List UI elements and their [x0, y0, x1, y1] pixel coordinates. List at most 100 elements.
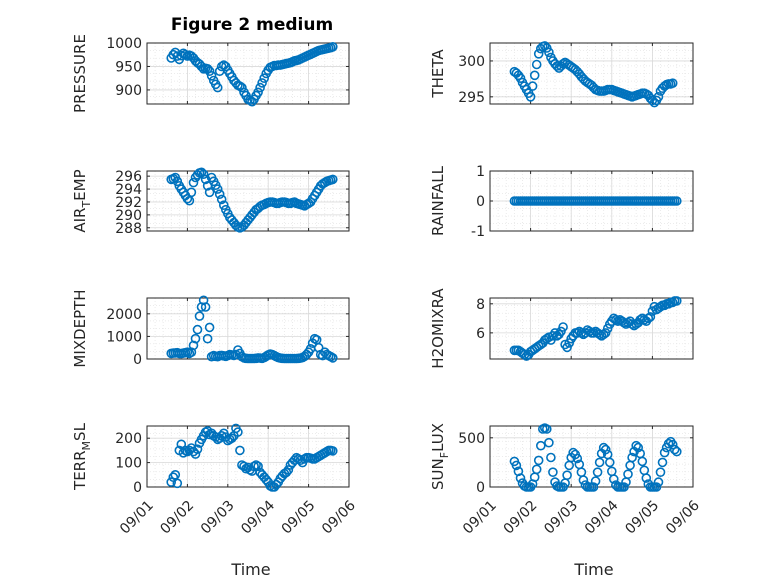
data-point [653, 92, 664, 102]
y-tick-label: 950 [115, 59, 142, 75]
y-tick-label: 500 [458, 431, 485, 447]
data-point [667, 297, 678, 308]
data-point [562, 470, 572, 481]
x-tick-label: 09/01 [117, 498, 157, 538]
data-point [588, 328, 599, 338]
data-point [598, 442, 609, 453]
data-point [190, 449, 201, 459]
x-axis-label-right: Time [573, 560, 613, 579]
y-axis-label: AIRTEMP [71, 169, 93, 232]
data-point [235, 445, 245, 456]
data-point [613, 316, 623, 327]
data-point [631, 440, 642, 451]
data-point [525, 92, 536, 102]
y-tick-label: 8 [476, 297, 485, 313]
x-tick-label: 09/06 [319, 498, 359, 538]
data-point [180, 49, 191, 60]
figure-title: Figure 2 medium [171, 15, 333, 35]
data-point [544, 47, 554, 58]
data-point [166, 477, 176, 487]
data-point [643, 313, 654, 324]
data-series [166, 167, 338, 233]
data-point [578, 475, 589, 485]
x-axis-label-left: Time [230, 560, 270, 579]
data-point [327, 446, 338, 456]
y-tick-label: 900 [115, 83, 142, 99]
y-tick-label: 288 [115, 221, 142, 237]
data-point [214, 189, 225, 199]
data-point [192, 444, 203, 455]
y-tick-label: 0 [133, 352, 142, 368]
data-point [633, 442, 644, 453]
y-tick-label: 296 [115, 169, 142, 185]
data-series [166, 41, 338, 107]
x-tick-label: 09/05 [279, 498, 319, 538]
data-point [178, 447, 189, 458]
data-point [212, 184, 223, 194]
data-point [533, 455, 544, 466]
y-axis-label: H2OMIXRA [429, 288, 447, 369]
data-point [233, 427, 243, 437]
y-tick-label: 290 [115, 208, 142, 224]
data-point [623, 469, 633, 480]
data-point [295, 455, 306, 466]
data-series [509, 296, 682, 361]
axes-box [489, 297, 694, 360]
y-axis-label: MIXDEPTH [71, 289, 89, 367]
subplot-mixdepth: 0 1000 2000 MIXDEPTH [71, 289, 350, 368]
data-point [188, 340, 199, 351]
data-point [515, 473, 526, 483]
minor-grid [489, 298, 694, 359]
data-point [627, 452, 637, 463]
data-point [659, 447, 670, 458]
x-tick-label: 09/05 [622, 498, 662, 538]
x-tick-label: 09/02 [501, 498, 541, 538]
data-point [558, 322, 568, 332]
data-point [194, 311, 205, 321]
data-point [608, 474, 619, 484]
data-point [527, 81, 538, 91]
data-point [667, 439, 678, 450]
data-point [188, 177, 199, 188]
data-point [237, 82, 247, 93]
data-point [253, 87, 263, 98]
data-point [627, 319, 637, 329]
data-point [186, 187, 197, 198]
data-point [281, 467, 292, 478]
y-tick-label: 1 [476, 164, 485, 180]
x-tick-label: 09/06 [663, 498, 703, 538]
data-point [590, 476, 601, 486]
y-tick-label: -1 [471, 224, 485, 240]
data-point [546, 452, 556, 463]
y-tick-label: 0 [476, 480, 485, 496]
data-point [592, 467, 603, 478]
y-axis-label: SUNFLUX [429, 423, 451, 490]
data-series [509, 196, 682, 206]
data-point [212, 82, 223, 93]
subplot-pressure: 900 950 1000 PRESSURE [71, 34, 350, 113]
y-tick-label: 292 [115, 195, 142, 211]
data-point [611, 314, 621, 325]
subplot-sun-flux: 0 500 09/01 09/02 09/03 09/04 09/05 09/06 SUNFLU… [429, 423, 703, 537]
data-point [204, 187, 215, 198]
y-tick-label: 294 [115, 182, 142, 198]
data-point [511, 460, 522, 471]
data-point [196, 167, 207, 178]
x-tick-label: 09/04 [238, 498, 278, 538]
y-axis-label: RAINFALL [429, 165, 447, 236]
data-point [552, 61, 562, 71]
y-tick-label: 100 [115, 456, 142, 472]
data-point [671, 296, 682, 306]
axes-box [146, 170, 350, 232]
data-point [327, 41, 338, 52]
subplot-rainfall: -1 0 1 RAINFALL [429, 164, 694, 240]
data-point [531, 59, 542, 70]
data-point [600, 444, 611, 455]
data-point [541, 424, 552, 434]
y-tick-label: 200 [115, 431, 142, 447]
y-axis-label: PRESSURE [71, 34, 89, 113]
data-point [227, 433, 237, 444]
data-point [594, 457, 605, 468]
